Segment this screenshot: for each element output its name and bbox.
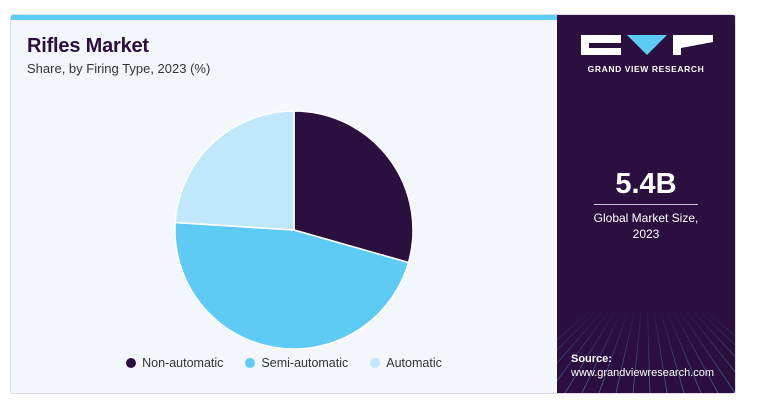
market-size-label-line2: 2023 <box>632 227 660 241</box>
legend-label-semi-automatic: Semi-automatic <box>261 356 349 370</box>
source-label: Source: <box>571 353 612 365</box>
chart-card: Rifles Market Share, by Firing Type, 202… <box>10 14 736 394</box>
info-panel: GRAND VIEW RESEARCH 5.4B Global Market S… <box>557 15 735 393</box>
market-size-value: 5.4B <box>615 168 677 200</box>
legend-swatch-automatic <box>370 358 381 368</box>
decorative-grid <box>557 307 735 393</box>
brand-name: GRAND VIEW RESEARCH <box>587 64 705 74</box>
pie-slice-semi-automatic <box>174 221 410 350</box>
market-size-label-line1: Global Market Size, <box>593 211 699 225</box>
legend-swatch-semi-automatic <box>245 358 256 368</box>
legend-item-semi-automatic: Semi-automatic <box>245 356 348 370</box>
legend-label-non-automatic: Non-automatic <box>142 356 224 370</box>
market-size-label: Global Market Size, 2023 <box>567 210 725 242</box>
chart-area: Rifles Market Share, by Firing Type, 202… <box>11 15 557 393</box>
legend: Non-automatic Semi-automatic Automatic <box>11 356 557 370</box>
gvr-logo-icon <box>581 35 713 55</box>
chart-title: Rifles Market <box>27 35 149 57</box>
accent-bar <box>11 15 557 20</box>
divider <box>594 204 698 205</box>
legend-item-non-automatic: Non-automatic <box>126 356 223 370</box>
legend-swatch-non-automatic <box>126 358 137 368</box>
pie-slice-non-automatic <box>293 110 414 264</box>
legend-label-automatic: Automatic <box>386 356 442 370</box>
pie-chart <box>174 110 414 350</box>
chart-subtitle: Share, by Firing Type, 2023 (%) <box>27 61 211 76</box>
legend-item-automatic: Automatic <box>370 356 442 370</box>
source-url: www.grandviewresearch.com <box>571 367 715 379</box>
pie-slice-automatic <box>174 110 295 231</box>
